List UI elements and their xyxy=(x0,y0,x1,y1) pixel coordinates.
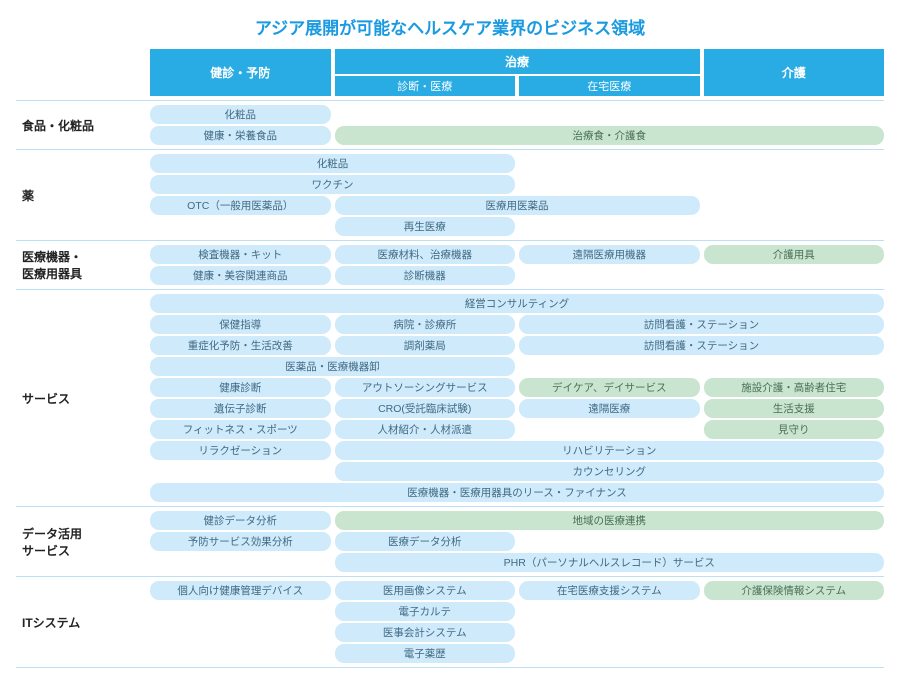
matrix-cell: 健康・栄養食品 xyxy=(150,126,331,145)
matrix-cell: 調剤薬局 xyxy=(335,336,516,355)
matrix-cell: 健康・美容関連商品 xyxy=(150,266,331,285)
matrix-cell: 重症化予防・生活改善 xyxy=(150,336,331,355)
matrix-cell: 遠隔医療用機器 xyxy=(519,245,700,264)
matrix-cell: 個人向け健康管理デバイス xyxy=(150,581,331,600)
matrix-cell: 医事会計システム xyxy=(335,623,516,642)
matrix-cell: 化粧品 xyxy=(150,105,331,124)
matrix-cell: 医療用医薬品 xyxy=(335,196,700,215)
row-label: 食品・化粧品 xyxy=(16,105,146,145)
matrix-cell: 保健指導 xyxy=(150,315,331,334)
matrix-cell: 医用画像システム xyxy=(335,581,516,600)
matrix-cell: デイケア、デイサービス xyxy=(519,378,700,397)
matrix-cell: 経営コンサルティング xyxy=(150,294,884,313)
matrix-cell: アウトソーシングサービス xyxy=(335,378,516,397)
matrix-grid: 健診・予防治療介護診断・医療在宅医療食品・化粧品化粧品健康・栄養食品治療食・介護… xyxy=(16,49,884,670)
matrix-cell: 医療機器・医療用器具のリース・ファイナンス xyxy=(150,483,884,502)
row-label: 医療機器・ 医療用器具 xyxy=(16,245,146,285)
matrix-cell: 医療材料、治療機器 xyxy=(335,245,516,264)
matrix-cell: OTC（一般用医薬品） xyxy=(150,196,331,215)
row-label: サービス xyxy=(16,294,146,502)
matrix-cell: 生活支援 xyxy=(704,399,885,418)
matrix-cell: 介護用具 xyxy=(704,245,885,264)
matrix-cell: 検査機器・キット xyxy=(150,245,331,264)
matrix-cell: リラクゼーション xyxy=(150,441,331,460)
matrix-cell: 化粧品 xyxy=(150,154,515,173)
matrix-cell: 人材紹介・人材派遣 xyxy=(335,420,516,439)
col-subheader-homecare: 在宅医療 xyxy=(519,76,700,96)
row-label: ITシステム xyxy=(16,581,146,663)
matrix-cell: CRO(受託臨床試験) xyxy=(335,399,516,418)
matrix-cell: 診断機器 xyxy=(335,266,516,285)
matrix-cell: 地域の医療連携 xyxy=(335,511,885,530)
matrix-cell: 医薬品・医療機器卸 xyxy=(150,357,515,376)
col-header-prevention: 健診・予防 xyxy=(150,49,331,96)
matrix-cell: 施設介護・高齢者住宅 xyxy=(704,378,885,397)
matrix-cell: 在宅医療支援システム xyxy=(519,581,700,600)
matrix-cell: カウンセリング xyxy=(335,462,885,481)
matrix-cell: 訪問看護・ステーション xyxy=(519,315,884,334)
matrix-cell: 再生医療 xyxy=(335,217,516,236)
matrix-cell: 見守り xyxy=(704,420,885,439)
matrix-cell: 治療食・介護食 xyxy=(335,126,885,145)
matrix-cell: PHR（パーソナルヘルスレコード）サービス xyxy=(335,553,885,572)
matrix-cell: 医療データ分析 xyxy=(335,532,516,551)
col-header-treatment: 治療 xyxy=(335,49,700,74)
matrix-cell: 健康診断 xyxy=(150,378,331,397)
matrix-cell: 健診データ分析 xyxy=(150,511,331,530)
row-label: データ活用 サービス xyxy=(16,511,146,572)
page-title: アジア展開が可能なヘルスケア業界のビジネス領域 xyxy=(16,14,884,39)
row-label: 薬 xyxy=(16,154,146,236)
matrix-cell: 遠隔医療 xyxy=(519,399,700,418)
matrix-cell: リハビリテーション xyxy=(335,441,885,460)
matrix-cell: 病院・診療所 xyxy=(335,315,516,334)
matrix-cell: 遺伝子診断 xyxy=(150,399,331,418)
matrix-cell: ワクチン xyxy=(150,175,515,194)
matrix-cell: 予防サービス効果分析 xyxy=(150,532,331,551)
matrix-cell: フィットネス・スポーツ xyxy=(150,420,331,439)
col-subheader-diagnosis: 診断・医療 xyxy=(335,76,516,96)
matrix-cell: 訪問看護・ステーション xyxy=(519,336,884,355)
matrix-cell: 介護保険情報システム xyxy=(704,581,885,600)
matrix-cell: 電子カルテ xyxy=(335,602,516,621)
col-header-care: 介護 xyxy=(704,49,885,96)
matrix-cell: 電子薬歴 xyxy=(335,644,516,663)
